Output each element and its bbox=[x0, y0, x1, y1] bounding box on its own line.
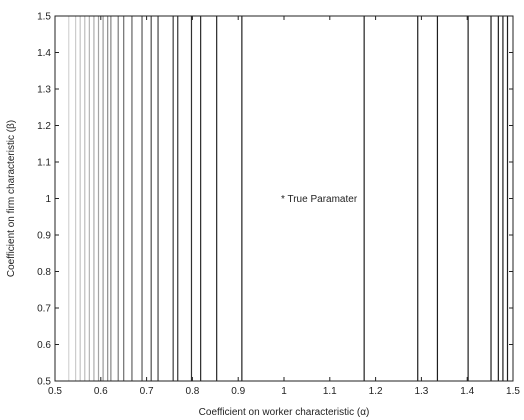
y-tick-label: 1.2 bbox=[37, 121, 51, 132]
x-axis-title: Coefficient on worker characteristic (α) bbox=[199, 407, 370, 418]
y-tick-label: 1.5 bbox=[37, 12, 51, 23]
axis-tick-labels: 0.5 0.6 0.7 0.8 0.9 1 1.1 1.2 1.3 1.4 1.5 0.5 0.6 0.7… bbox=[37, 12, 520, 398]
x-tick-label: 1 bbox=[281, 386, 287, 397]
x-tick-label: 1.5 bbox=[506, 386, 520, 397]
y-tick-label: 0.9 bbox=[37, 231, 51, 242]
x-tick-label: 0.9 bbox=[231, 386, 245, 397]
y-tick-label: 1.1 bbox=[37, 158, 51, 169]
x-tick-label: 1.4 bbox=[460, 386, 474, 397]
plot-frame bbox=[54, 15, 514, 382]
contour-lines bbox=[68, 16, 509, 381]
y-tick-label: 1.4 bbox=[37, 48, 51, 59]
y-axis-title: Coefficient on firm characteristic (β) bbox=[6, 120, 17, 277]
x-tick-label: 1.1 bbox=[323, 386, 337, 397]
y-tick-label: 1.3 bbox=[37, 85, 51, 96]
y-tick-label: 0.8 bbox=[37, 267, 51, 278]
x-tick-label: 1.3 bbox=[414, 386, 428, 397]
x-tick-label: 0.7 bbox=[140, 386, 154, 397]
y-tick-label: 0.5 bbox=[37, 377, 51, 388]
x-tick-label: 0.5 bbox=[48, 386, 62, 397]
y-tick-label: 0.7 bbox=[37, 304, 51, 315]
y-tick-label: 1 bbox=[45, 194, 51, 205]
true-parameter-annotation: * True Paramater bbox=[281, 194, 358, 205]
x-tick-label: 1.2 bbox=[369, 386, 383, 397]
x-tick-label: 0.8 bbox=[185, 386, 199, 397]
x-tick-label: 0.6 bbox=[94, 386, 108, 397]
y-tick-label: 0.6 bbox=[37, 340, 51, 351]
